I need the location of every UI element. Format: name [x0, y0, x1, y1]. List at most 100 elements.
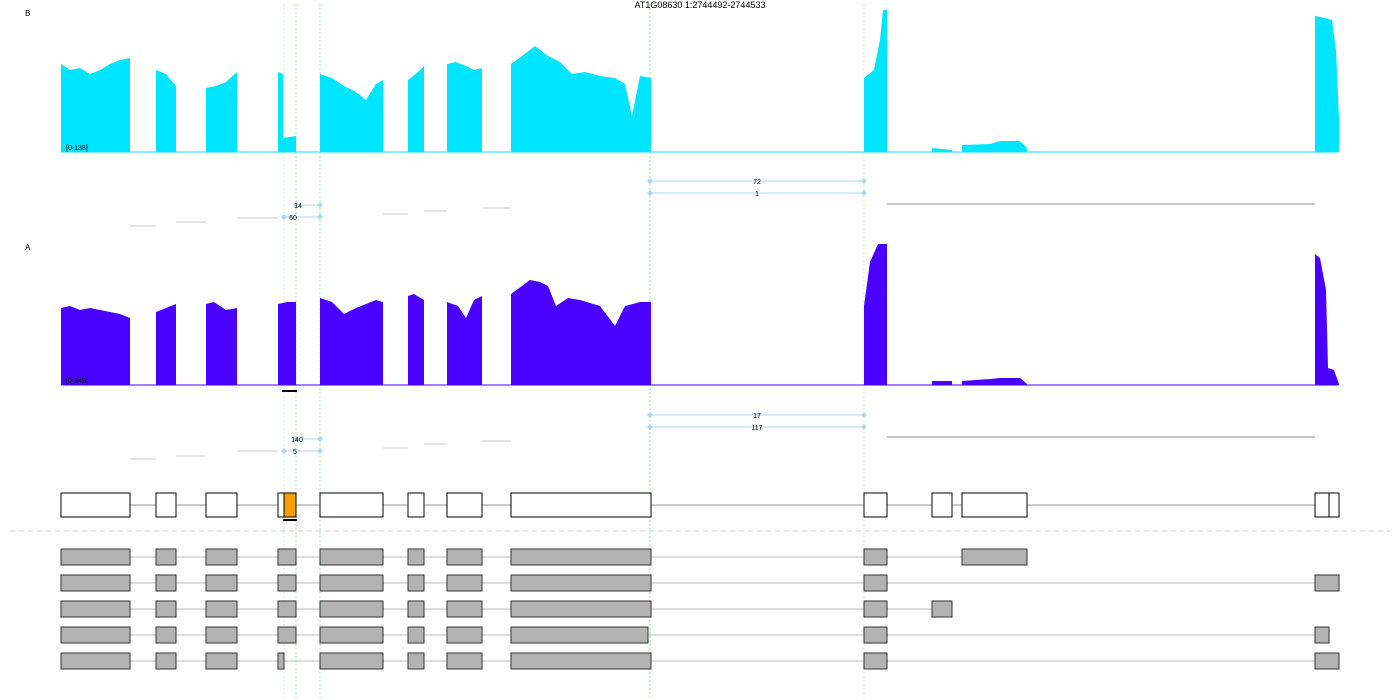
transcript-exon	[277, 548, 297, 566]
transcript-exon	[60, 626, 131, 644]
gene-exon	[155, 492, 177, 518]
junction-end	[861, 178, 867, 184]
transcript-exon	[446, 626, 483, 644]
highlighted-exon	[283, 492, 297, 518]
junction-end	[293, 202, 299, 208]
transcript-exon	[510, 626, 649, 644]
junction-end	[861, 424, 867, 430]
transcript-models	[60, 548, 1340, 670]
track-a: A [0-249] 17 117 140 5	[25, 243, 1339, 460]
gene-exon	[510, 492, 652, 518]
transcript-exon	[205, 652, 238, 670]
transcript-row	[60, 548, 1028, 566]
track-b-range: [0-138]	[66, 145, 88, 152]
transcript-row	[60, 574, 1340, 592]
junction-end	[647, 178, 653, 184]
junction-end	[861, 190, 867, 196]
transcript-exon	[863, 548, 888, 566]
junction-end	[317, 448, 323, 454]
transcript-exon	[60, 652, 131, 670]
transcript-exon	[60, 600, 131, 618]
transcript-exon	[60, 548, 131, 566]
transcript-exon	[277, 600, 297, 618]
transcript-exon	[60, 574, 131, 592]
transcript-exon	[155, 600, 177, 618]
junction-end	[861, 412, 867, 418]
junction-count: 60	[289, 215, 297, 222]
transcript-exon	[155, 626, 177, 644]
junction-end	[281, 448, 287, 454]
transcript-exon	[510, 652, 652, 670]
junction-count: 5	[293, 449, 297, 456]
transcript-exon	[510, 574, 652, 592]
gene-model	[60, 492, 1340, 521]
gene-exon	[407, 492, 425, 518]
transcript-exon	[407, 548, 425, 566]
transcript-exon	[1314, 574, 1340, 592]
transcript-exon	[446, 600, 483, 618]
transcript-exon	[863, 652, 888, 670]
junction-end	[647, 190, 653, 196]
transcript-exon	[277, 652, 285, 670]
transcript-exon	[205, 548, 238, 566]
transcript-exon	[961, 548, 1028, 566]
transcript-exon	[931, 600, 953, 618]
transcript-row	[60, 600, 953, 618]
gene-exon	[446, 492, 483, 518]
junction-end	[317, 436, 323, 442]
transcript-exon	[863, 626, 888, 644]
junctions-b: 72 1 14 60	[130, 178, 1315, 227]
coverage-b	[61, 10, 1339, 152]
gene-exon	[931, 492, 953, 518]
transcript-exon	[319, 600, 384, 618]
transcript-exon	[446, 548, 483, 566]
transcript-exon	[155, 548, 177, 566]
transcript-exon	[407, 574, 425, 592]
junction-count: 17	[753, 413, 761, 420]
transcript-exon	[1314, 652, 1340, 670]
gene-exon	[319, 492, 384, 518]
gene-exon	[1328, 492, 1340, 518]
transcript-exon	[205, 600, 238, 618]
junction-count: 117	[751, 425, 762, 432]
transcript-exon	[407, 626, 425, 644]
junction-end	[647, 424, 653, 430]
transcript-exon	[319, 652, 384, 670]
junction-end	[281, 214, 287, 220]
transcript-exon	[319, 626, 384, 644]
junction-count: 140	[291, 437, 303, 444]
gene-exon	[1314, 492, 1330, 518]
transcript-exon	[510, 548, 652, 566]
transcript-exon	[863, 574, 888, 592]
junction-count: 1	[755, 191, 759, 198]
transcript-exon	[277, 574, 297, 592]
transcript-exon	[446, 574, 483, 592]
track-a-label: A	[25, 243, 31, 252]
junction-count: 14	[294, 203, 302, 210]
gene-exon	[60, 492, 131, 518]
transcript-exon	[205, 626, 238, 644]
junction-end	[317, 214, 323, 220]
transcript-exon	[319, 574, 384, 592]
transcript-exon	[319, 548, 384, 566]
transcript-exon	[1314, 626, 1330, 644]
transcript-exon	[863, 600, 888, 618]
track-b: B [0-138] 72 1 14 60	[25, 9, 1339, 227]
plot-title: AT1G08630 1:2744492-2744533	[635, 0, 766, 10]
gene-exon	[863, 492, 888, 518]
transcript-row	[60, 626, 1330, 644]
junction-end	[647, 412, 653, 418]
track-a-range: [0-249]	[66, 378, 88, 385]
junction-end	[317, 202, 323, 208]
transcript-exon	[277, 626, 297, 644]
junctions-a: 17 117 140 5	[130, 412, 1315, 460]
transcript-exon	[446, 652, 483, 670]
transcript-row	[60, 652, 1340, 670]
transcript-exon	[510, 600, 652, 618]
transcript-exon	[407, 652, 425, 670]
gene-exon	[205, 492, 238, 518]
transcript-exon	[155, 652, 177, 670]
junction-end	[293, 436, 299, 442]
coverage-a	[61, 244, 1339, 385]
